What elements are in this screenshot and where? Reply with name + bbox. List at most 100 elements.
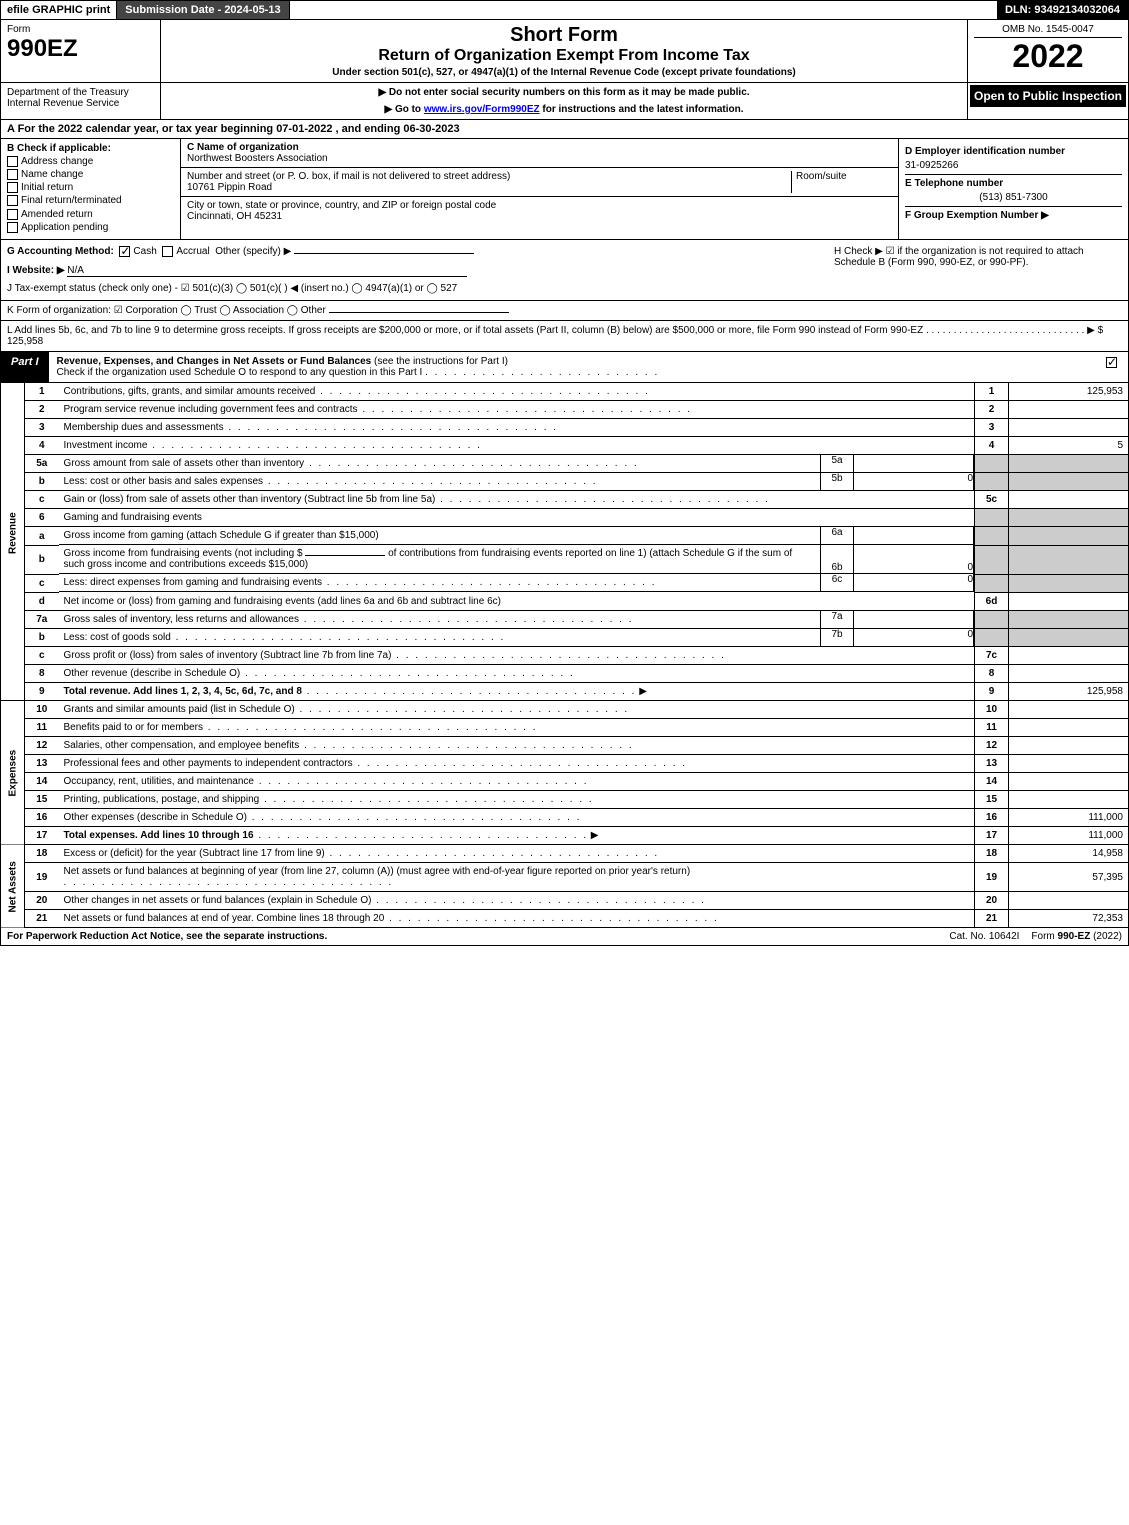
city-label: City or town, state or province, country… (187, 200, 496, 211)
row-a: A For the 2022 calendar year, or tax yea… (0, 120, 1129, 139)
footer: For Paperwork Reduction Act Notice, see … (0, 928, 1129, 946)
revenue-side-label: Revenue (1, 383, 25, 683)
netassets-side-label: Net Assets (1, 845, 25, 928)
tax-year: 2022 (974, 38, 1122, 75)
l-text: L Add lines 5b, 6c, and 7b to line 9 to … (7, 325, 1103, 336)
l-value: 125,958 (7, 336, 43, 347)
spacer (290, 1, 997, 19)
city-box: City or town, state or province, country… (181, 197, 898, 225)
addr-label: Number and street (or P. O. box, if mail… (187, 171, 510, 182)
h-box: H Check ▶ ☑ if the organization is not r… (828, 240, 1128, 300)
b-item-0: Address change (21, 156, 93, 167)
chk-cash[interactable] (119, 246, 130, 257)
main-title: Return of Organization Exempt From Incom… (167, 47, 961, 65)
b-item-3: Final return/terminated (21, 196, 122, 207)
d-label: D Employer identification number (905, 146, 1065, 157)
b-heading: B Check if applicable: (7, 143, 111, 154)
chk-sched-o[interactable] (1106, 357, 1117, 368)
expenses-table: Expenses 10Grants and similar amounts pa… (0, 701, 1129, 845)
form-header: Form 990EZ Short Form Return of Organiza… (0, 20, 1129, 83)
amount: 125,953 (1009, 383, 1129, 401)
gh-left: G Accounting Method: Cash Accrual Other … (1, 240, 828, 300)
instructions-box: ▶ Do not enter social security numbers o… (161, 83, 968, 119)
short-form-label: Short Form (167, 24, 961, 47)
def-box: D Employer identification number 31-0925… (898, 139, 1128, 239)
c-box: C Name of organization Northwest Booster… (181, 139, 898, 168)
ghij: G Accounting Method: Cash Accrual Other … (0, 240, 1129, 301)
k-text: K Form of organization: ☑ Corporation ◯ … (7, 305, 326, 316)
g-accrual: Accrual (176, 246, 209, 257)
footer-left: For Paperwork Reduction Act Notice, see … (1, 928, 943, 945)
submission-date: Submission Date - 2024-05-13 (117, 1, 289, 19)
addr-box: Number and street (or P. O. box, if mail… (181, 168, 898, 197)
part-i-note: (see the instructions for Part I) (374, 356, 508, 367)
chk-initial-return[interactable] (7, 182, 18, 193)
i-label: I Website: ▶ (7, 265, 65, 276)
subtitle: Under section 501(c), 527, or 4947(a)(1)… (167, 67, 961, 78)
dln: DLN: 93492134032064 (997, 1, 1128, 19)
chk-final-return[interactable] (7, 195, 18, 206)
footer-right: Form 990-EZ (2022) (1025, 928, 1128, 945)
cde-stack: C Name of organization Northwest Booster… (181, 139, 898, 239)
header-row2: Department of the Treasury Internal Reve… (0, 83, 1129, 120)
website-value: N/A (67, 265, 84, 276)
org-name: Northwest Boosters Association (187, 153, 328, 164)
room-label: Room/suite (796, 171, 847, 182)
b-item-1: Name change (21, 169, 83, 180)
c-label: C Name of organization (187, 142, 299, 153)
phone-value: (513) 851-7300 (905, 192, 1122, 203)
b-item-5: Application pending (21, 222, 108, 233)
sched-o-check (1098, 352, 1128, 382)
city-value: Cincinnati, OH 45231 (187, 211, 282, 222)
row-a-text: A For the 2022 calendar year, or tax yea… (7, 123, 460, 135)
g-cash: Cash (133, 246, 156, 257)
inspection-box: Open to Public Inspection (968, 83, 1128, 119)
omb-number: OMB No. 1545-0047 (974, 24, 1122, 38)
goto-line: ▶ Go to www.irs.gov/Form990EZ for instru… (167, 104, 961, 115)
sched-o-note: Check if the organization used Schedule … (57, 367, 423, 378)
part-i-header: Part I Revenue, Expenses, and Changes in… (0, 352, 1129, 383)
chk-accrual[interactable] (162, 246, 173, 257)
g-other-field[interactable] (294, 253, 474, 254)
j-line: J Tax-exempt status (check only one) - ☑… (7, 283, 822, 294)
chk-name-change[interactable] (7, 169, 18, 180)
open-to-public: Open to Public Inspection (970, 85, 1126, 107)
part-i-title-cell: Revenue, Expenses, and Changes in Net As… (49, 352, 1098, 382)
line-desc: Contributions, gifts, grants, and simila… (59, 383, 975, 401)
b-item-4: Amended return (21, 209, 93, 220)
expenses-side-label: Expenses (1, 701, 25, 845)
k-row: K Form of organization: ☑ Corporation ◯ … (0, 301, 1129, 321)
dept-box: Department of the Treasury Internal Reve… (1, 83, 161, 119)
f-label: F Group Exemption Number ▶ (905, 210, 1049, 221)
part-i-title: Revenue, Expenses, and Changes in Net As… (57, 356, 372, 367)
ssn-note: ▶ Do not enter social security numbers o… (167, 87, 961, 98)
lineno-r: 1 (975, 383, 1009, 401)
footer-mid: Cat. No. 10642I (943, 928, 1025, 945)
title-box: Short Form Return of Organization Exempt… (161, 20, 968, 82)
efile-print[interactable]: efile GRAPHIC print (1, 1, 117, 19)
bcdef: B Check if applicable: Address change Na… (0, 139, 1129, 240)
part-i-label: Part I (1, 352, 49, 382)
g-other: Other (specify) ▶ (215, 246, 291, 257)
b-item-2: Initial return (21, 182, 73, 193)
l-row: L Add lines 5b, 6c, and 7b to line 9 to … (0, 321, 1129, 352)
year-box: OMB No. 1545-0047 2022 (968, 20, 1128, 82)
form-number: 990EZ (7, 35, 154, 63)
chk-application-pending[interactable] (7, 222, 18, 233)
revenue-table: Revenue 1 Contributions, gifts, grants, … (0, 383, 1129, 702)
topbar: efile GRAPHIC print Submission Date - 20… (0, 0, 1129, 20)
form-word: Form (7, 24, 154, 35)
chk-amended-return[interactable] (7, 209, 18, 220)
lineno: 1 (25, 383, 59, 401)
g-label: G Accounting Method: (7, 246, 114, 257)
form-id-box: Form 990EZ (1, 20, 161, 82)
chk-address-change[interactable] (7, 156, 18, 167)
b-box: B Check if applicable: Address change Na… (1, 139, 181, 239)
k-other-field[interactable] (329, 312, 509, 313)
e-label: E Telephone number (905, 178, 1003, 189)
ein-value: 31-0925266 (905, 160, 1122, 171)
irs-link[interactable]: www.irs.gov/Form990EZ (424, 104, 540, 115)
netassets-table: Net Assets 18Excess or (deficit) for the… (0, 845, 1129, 928)
goto-pre: ▶ Go to (384, 104, 423, 115)
goto-post: for instructions and the latest informat… (540, 104, 744, 115)
